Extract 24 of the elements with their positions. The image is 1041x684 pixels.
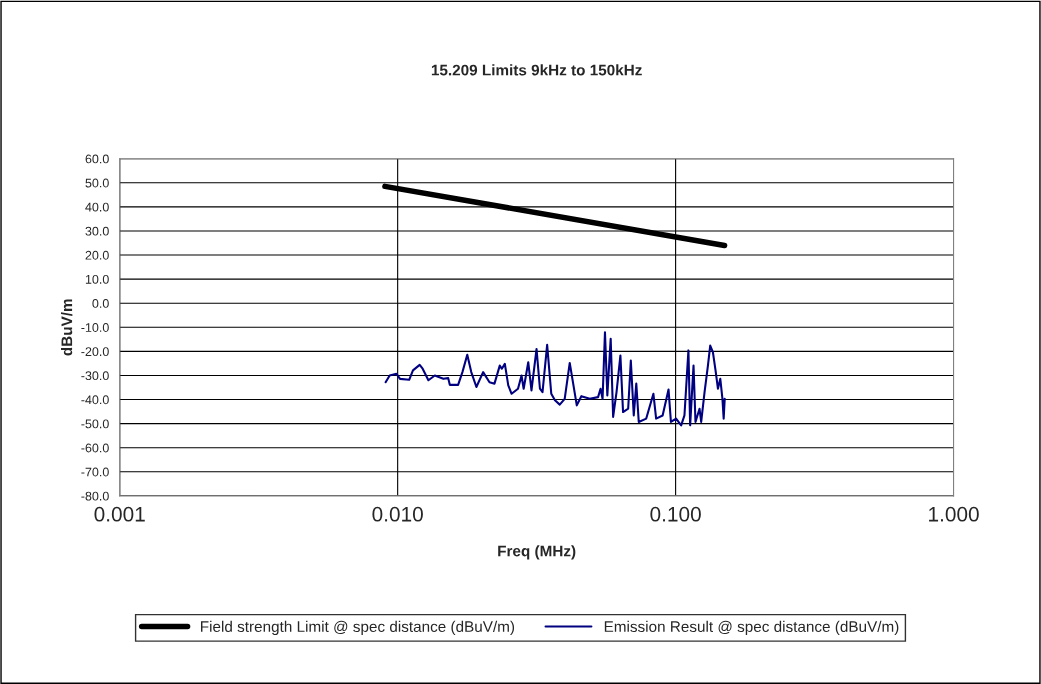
x-axis-title: Freq (MHz) [498,545,576,560]
y-tick-label: -40.0 [81,395,109,405]
y-tick-label: -70.0 [81,467,109,477]
y-tick-label: 50.0 [85,178,109,188]
legend-label: Emission Result @ spec distance (dBuV/m) [604,620,899,636]
y-tick-label: -80.0 [81,491,109,501]
y-tick-label: 40.0 [85,202,109,212]
y-axis-title: dBuV/m [61,299,73,356]
legend-label: Field strength Limit @ spec distance (dBuV/m) [201,620,515,636]
x-tick-label: 0.001 [94,506,145,522]
y-tick-label: 60.0 [85,154,109,164]
y-tick-label: 10.0 [85,274,109,284]
y-tick-label: -50.0 [81,419,109,429]
y-tick-label: -20.0 [81,347,109,357]
x-tick-label: 1.000 [929,506,979,522]
y-tick-label: -30.0 [81,371,109,381]
x-tick-label: 0.010 [372,506,423,522]
x-tick-label: 0.100 [650,506,701,522]
y-tick-label: 0.0 [92,299,109,308]
y-tick-label: 20.0 [85,250,109,260]
chart-title: 15.209 Limits 9kHz to 150kHz [431,64,642,76]
y-tick-label: 30.0 [85,226,109,236]
y-tick-label: -60.0 [81,443,109,453]
y-tick-label: -10.0 [81,323,109,332]
